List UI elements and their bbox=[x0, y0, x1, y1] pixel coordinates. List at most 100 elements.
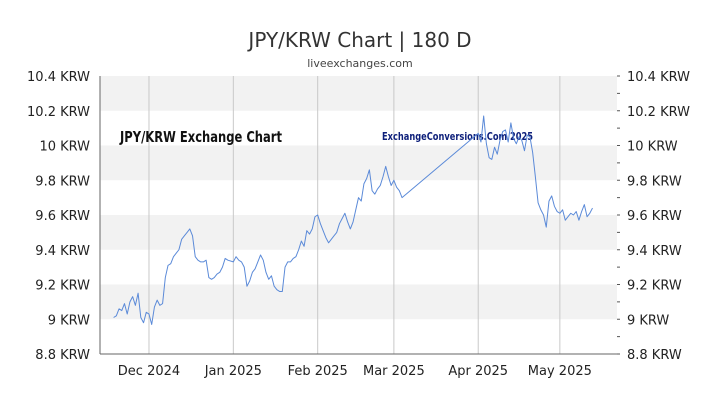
data-point bbox=[393, 180, 394, 181]
background-band bbox=[100, 145, 617, 181]
chart-title: JPY/KRW Chart | 180 D bbox=[246, 28, 471, 52]
y-tick-label-left: 10 KRW bbox=[39, 140, 90, 155]
data-point bbox=[255, 268, 256, 269]
data-point bbox=[241, 261, 242, 262]
x-tick-label: May 2025 bbox=[528, 364, 592, 379]
background-band bbox=[100, 284, 617, 320]
data-point bbox=[562, 209, 563, 210]
data-point bbox=[352, 221, 353, 222]
data-point bbox=[317, 214, 318, 215]
data-point bbox=[225, 258, 226, 259]
data-point bbox=[516, 143, 517, 144]
data-point bbox=[350, 228, 351, 229]
data-point bbox=[336, 232, 337, 233]
data-point bbox=[154, 306, 155, 307]
data-point bbox=[301, 240, 302, 241]
background-bands bbox=[100, 76, 617, 320]
y-tick-label-right: 9.8 KRW bbox=[627, 174, 682, 189]
y-axis-left: 8.8 KRW 9 KRW 9.2 KRW 9.4 KRW 9.6 KRW 9.8 KRW… bbox=[27, 70, 90, 363]
y-tick-label-right: 9.4 KRW bbox=[627, 244, 682, 259]
data-point bbox=[363, 183, 364, 184]
data-point bbox=[366, 178, 367, 179]
data-point bbox=[480, 141, 481, 142]
data-point bbox=[323, 230, 324, 231]
data-point bbox=[380, 185, 381, 186]
data-point bbox=[252, 272, 253, 273]
x-tick-label: Apr 2025 bbox=[448, 364, 508, 379]
data-point bbox=[132, 296, 133, 297]
data-point bbox=[312, 228, 313, 229]
data-point bbox=[347, 221, 348, 222]
x-tick-label: Feb 2025 bbox=[288, 364, 348, 379]
data-point bbox=[178, 249, 179, 250]
data-point bbox=[529, 136, 530, 137]
y-tick-label-left: 9 KRW bbox=[48, 313, 90, 328]
x-tick-label: Jan 2025 bbox=[204, 364, 262, 379]
data-point bbox=[189, 228, 190, 229]
data-point bbox=[532, 152, 533, 153]
data-point bbox=[214, 277, 215, 278]
y-tick-label-right: 9.2 KRW bbox=[627, 279, 682, 294]
data-point bbox=[339, 223, 340, 224]
data-point bbox=[527, 134, 528, 135]
data-point bbox=[521, 140, 522, 141]
data-point bbox=[200, 261, 201, 262]
data-point bbox=[546, 227, 547, 228]
data-point bbox=[127, 313, 128, 314]
data-point bbox=[486, 143, 487, 144]
data-point bbox=[235, 256, 236, 257]
chart-subtitle: liveexchanges.com bbox=[307, 57, 412, 70]
data-point bbox=[306, 230, 307, 231]
data-point bbox=[298, 249, 299, 250]
data-point bbox=[276, 289, 277, 290]
data-point bbox=[518, 136, 519, 137]
data-point bbox=[491, 159, 492, 160]
data-point bbox=[586, 216, 587, 217]
data-point bbox=[274, 286, 275, 287]
y-tick-label-right: 8.8 KRW bbox=[627, 348, 682, 363]
data-point bbox=[543, 214, 544, 215]
right-minor-ticks bbox=[617, 75, 620, 355]
data-point bbox=[372, 190, 373, 191]
data-point bbox=[118, 308, 119, 309]
x-axis: Dec 2024 Jan 2025 Feb 2025 Mar 2025 Apr 2025… bbox=[118, 364, 592, 379]
data-point bbox=[382, 176, 383, 177]
data-point bbox=[374, 194, 375, 195]
y-tick-label-left: 8.8 KRW bbox=[35, 348, 90, 363]
y-tick-label-left: 10.4 KRW bbox=[27, 70, 90, 85]
data-point bbox=[148, 313, 149, 314]
y-tick-label-left: 9.8 KRW bbox=[35, 174, 90, 189]
data-point bbox=[113, 317, 114, 318]
data-point bbox=[540, 209, 541, 210]
data-point bbox=[581, 211, 582, 212]
data-point bbox=[342, 218, 343, 219]
data-point bbox=[195, 256, 196, 257]
data-point bbox=[197, 260, 198, 261]
data-point bbox=[263, 260, 264, 261]
data-point bbox=[140, 317, 141, 318]
y-tick-label-right: 10 KRW bbox=[627, 140, 678, 155]
data-point bbox=[578, 220, 579, 221]
data-point bbox=[287, 261, 288, 262]
background-band bbox=[100, 215, 617, 250]
data-point bbox=[537, 202, 538, 203]
x-tick-label: Mar 2025 bbox=[363, 364, 425, 379]
annotation-chart-label: JPY/KRW Exchange Chart bbox=[119, 128, 282, 146]
data-point bbox=[399, 190, 400, 191]
data-point bbox=[116, 315, 117, 316]
data-point bbox=[192, 235, 193, 236]
data-point bbox=[589, 213, 590, 214]
data-point bbox=[151, 324, 152, 325]
data-point bbox=[333, 235, 334, 236]
data-point bbox=[176, 253, 177, 254]
data-point bbox=[129, 301, 130, 302]
data-point bbox=[137, 293, 138, 294]
data-point bbox=[314, 216, 315, 217]
data-point bbox=[499, 140, 500, 141]
data-point bbox=[216, 273, 217, 274]
data-point bbox=[524, 150, 525, 151]
data-point bbox=[557, 211, 558, 212]
data-point bbox=[244, 267, 245, 268]
data-point bbox=[279, 291, 280, 292]
data-point bbox=[211, 279, 212, 280]
